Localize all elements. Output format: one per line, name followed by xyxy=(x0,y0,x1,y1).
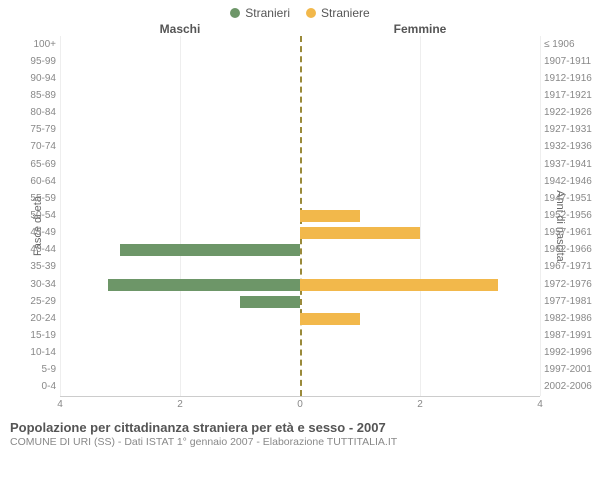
birth-year-label: 1972-1976 xyxy=(540,277,598,293)
age-row: 100+≤ 1906 xyxy=(60,37,540,53)
age-label: 50-54 xyxy=(15,208,60,224)
bar-female xyxy=(300,279,498,291)
bar-male xyxy=(108,279,300,291)
age-label: 90-94 xyxy=(15,71,60,87)
age-label: 35-39 xyxy=(15,259,60,275)
age-label: 100+ xyxy=(15,37,60,53)
age-label: 40-44 xyxy=(15,242,60,258)
plot-area: 100+≤ 190695-991907-191190-941912-191685… xyxy=(60,36,540,396)
age-row: 95-991907-1911 xyxy=(60,54,540,70)
age-row: 85-891917-1921 xyxy=(60,88,540,104)
caption-subtitle: COMUNE DI URI (SS) - Dati ISTAT 1° genna… xyxy=(10,436,590,448)
chart: Fasce di età Anni di nascita 100+≤ 19069… xyxy=(60,36,540,416)
age-row: 25-291977-1981 xyxy=(60,294,540,310)
birth-year-label: 1977-1981 xyxy=(540,294,598,310)
birth-year-label: 1992-1996 xyxy=(540,345,598,361)
x-tick: 4 xyxy=(537,399,543,410)
birth-year-label: 1967-1971 xyxy=(540,259,598,275)
age-row: 35-391967-1971 xyxy=(60,259,540,275)
birth-year-label: 1997-2001 xyxy=(540,362,598,378)
birth-year-label: 1987-1991 xyxy=(540,328,598,344)
birth-year-label: 1982-1986 xyxy=(540,311,598,327)
age-label: 80-84 xyxy=(15,105,60,121)
age-row: 90-941912-1916 xyxy=(60,71,540,87)
age-label: 5-9 xyxy=(15,362,60,378)
header-female: Femmine xyxy=(300,22,540,36)
bar-male xyxy=(240,296,300,308)
birth-year-label: 1962-1966 xyxy=(540,242,598,258)
age-label: 65-69 xyxy=(15,157,60,173)
legend-label-male: Stranieri xyxy=(245,6,290,20)
age-row: 15-191987-1991 xyxy=(60,328,540,344)
birth-year-label: 1937-1941 xyxy=(540,157,598,173)
legend-item-female: Straniere xyxy=(306,6,370,20)
legend-swatch-female xyxy=(306,8,316,18)
bar-male xyxy=(120,244,300,256)
legend-item-male: Stranieri xyxy=(230,6,290,20)
birth-year-label: 1957-1961 xyxy=(540,225,598,241)
bar-female xyxy=(300,227,420,239)
x-axis: 4 2 0 2 4 xyxy=(60,396,540,416)
age-label: 95-99 xyxy=(15,54,60,70)
age-row: 60-641942-1946 xyxy=(60,174,540,190)
age-label: 20-24 xyxy=(15,311,60,327)
bar-female xyxy=(300,210,360,222)
age-label: 0-4 xyxy=(15,379,60,395)
age-row: 50-541952-1956 xyxy=(60,208,540,224)
age-label: 75-79 xyxy=(15,122,60,138)
age-row: 5-91997-2001 xyxy=(60,362,540,378)
age-row: 75-791927-1931 xyxy=(60,122,540,138)
x-tick: 2 xyxy=(417,399,423,410)
birth-year-label: 1907-1911 xyxy=(540,54,598,70)
birth-year-label: 1912-1916 xyxy=(540,71,598,87)
birth-year-label: 1922-1926 xyxy=(540,105,598,121)
birth-year-label: 1927-1931 xyxy=(540,122,598,138)
bar-female xyxy=(300,313,360,325)
age-row: 40-441962-1966 xyxy=(60,242,540,258)
age-label: 55-59 xyxy=(15,191,60,207)
age-row: 70-741932-1936 xyxy=(60,139,540,155)
age-label: 30-34 xyxy=(15,277,60,293)
x-tick: 0 xyxy=(297,399,303,410)
age-row: 20-241982-1986 xyxy=(60,311,540,327)
age-label: 85-89 xyxy=(15,88,60,104)
legend: Stranieri Straniere xyxy=(0,0,600,20)
age-row: 10-141992-1996 xyxy=(60,345,540,361)
birth-year-label: 1932-1936 xyxy=(540,139,598,155)
birth-year-label: 1942-1946 xyxy=(540,174,598,190)
birth-year-label: 1947-1951 xyxy=(540,191,598,207)
header-male: Maschi xyxy=(60,22,300,36)
age-label: 70-74 xyxy=(15,139,60,155)
column-headers: Maschi Femmine xyxy=(0,20,600,36)
age-row: 30-341972-1976 xyxy=(60,277,540,293)
legend-swatch-male xyxy=(230,8,240,18)
age-row: 0-42002-2006 xyxy=(60,379,540,395)
age-row: 45-491957-1961 xyxy=(60,225,540,241)
x-tick: 2 xyxy=(177,399,183,410)
age-label: 10-14 xyxy=(15,345,60,361)
age-label: 15-19 xyxy=(15,328,60,344)
birth-year-label: ≤ 1906 xyxy=(540,37,598,53)
age-label: 45-49 xyxy=(15,225,60,241)
age-label: 60-64 xyxy=(15,174,60,190)
birth-year-label: 1917-1921 xyxy=(540,88,598,104)
age-row: 65-691937-1941 xyxy=(60,157,540,173)
birth-year-label: 2002-2006 xyxy=(540,379,598,395)
age-row: 80-841922-1926 xyxy=(60,105,540,121)
age-row: 55-591947-1951 xyxy=(60,191,540,207)
age-label: 25-29 xyxy=(15,294,60,310)
caption: Popolazione per cittadinanza straniera p… xyxy=(0,416,600,448)
birth-year-label: 1952-1956 xyxy=(540,208,598,224)
legend-label-female: Straniere xyxy=(321,6,370,20)
x-tick: 4 xyxy=(57,399,63,410)
caption-title: Popolazione per cittadinanza straniera p… xyxy=(10,420,590,435)
